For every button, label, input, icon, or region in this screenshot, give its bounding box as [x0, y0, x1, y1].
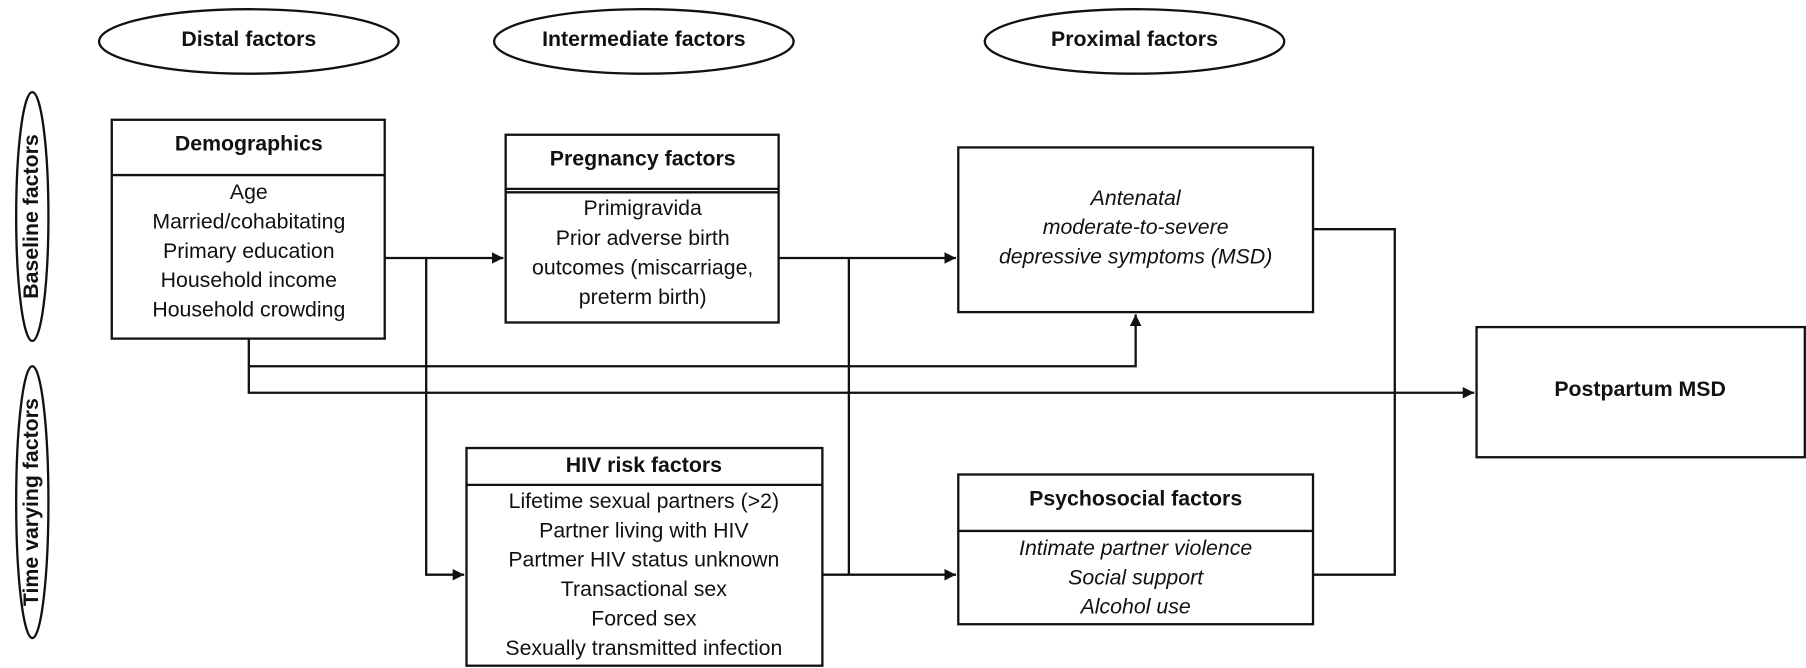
nodes — [110, 118, 1806, 667]
arrow — [822, 257, 956, 575]
node-item: Prior adverse birth — [556, 226, 730, 250]
node-item: Household crowding — [152, 298, 345, 322]
side-ellipse — [15, 90, 50, 343]
node-item: Primary education — [163, 239, 335, 263]
node-item: moderate-to-severe — [1043, 215, 1229, 239]
arrow — [248, 314, 1142, 368]
node-title: Postpartum MSD — [1554, 377, 1726, 401]
node-item: preterm birth) — [579, 285, 707, 309]
node-item: Partmer HIV status unknown — [508, 548, 779, 572]
node-item: depressive symptoms (MSD) — [999, 245, 1272, 269]
side-label: Baseline factors — [19, 134, 43, 299]
node-title: Pregnancy factors — [550, 147, 736, 171]
node-title: HIV risk factors — [566, 453, 722, 477]
node-item: Married/cohabitating — [152, 209, 345, 233]
arrow — [247, 338, 1475, 399]
connectors — [247, 228, 1475, 581]
node-item: Social support — [1068, 565, 1204, 589]
node-title: Demographics — [175, 132, 323, 156]
node-item: Antenatal — [1089, 186, 1182, 210]
node-box — [504, 133, 780, 324]
side-ellipse — [15, 365, 50, 640]
arrow — [425, 257, 465, 581]
header-ellipse — [492, 8, 795, 75]
node-item: Sexually transmitted infection — [505, 636, 782, 660]
node-box — [957, 146, 1315, 314]
headers: Distal factors Intermediate factors Prox… — [15, 8, 1286, 640]
header: Distal factors — [181, 27, 316, 51]
node-box — [957, 473, 1315, 626]
header: Intermediate factors — [542, 27, 746, 51]
header-ellipse — [97, 8, 400, 75]
node-item: Forced sex — [591, 607, 697, 631]
node-item: Partner living with HIV — [539, 518, 749, 542]
node-title: Psychosocial factors — [1029, 486, 1242, 510]
node-item: Age — [230, 180, 268, 204]
node-item: Lifetime sexual partners (>2) — [509, 489, 779, 513]
header-ellipse — [983, 8, 1286, 75]
node-item: outcomes (miscarriage, — [532, 255, 753, 279]
node-item: Alcohol use — [1079, 595, 1191, 619]
node-item: Primigravida — [584, 196, 703, 220]
node-item: Intimate partner violence — [1019, 536, 1252, 560]
node-box — [110, 118, 386, 340]
header: Proximal factors — [1051, 27, 1218, 51]
connector — [1313, 228, 1396, 576]
node-item: Household income — [161, 268, 337, 292]
side-label: Time varying factors — [19, 398, 43, 606]
node-item: Transactional sex — [561, 577, 727, 601]
node-box — [1475, 325, 1806, 459]
